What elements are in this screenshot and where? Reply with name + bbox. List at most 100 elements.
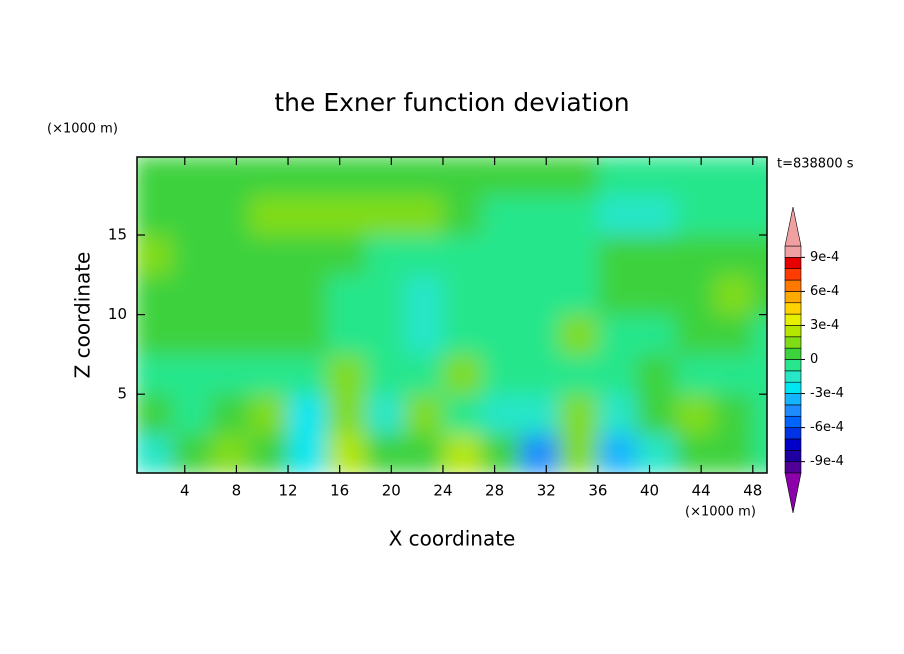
field-cell: [171, 394, 212, 435]
field-cell: [481, 235, 521, 276]
field-cell: [210, 433, 250, 473]
field-cell: [326, 394, 367, 435]
colorbar-extend-top: [784, 206, 802, 247]
field-cell: [520, 157, 560, 196]
field-cell: [137, 195, 173, 236]
field-cell: [249, 314, 289, 355]
colorbar-box: [784, 325, 802, 338]
x-tick-label: 12: [278, 482, 297, 500]
field-cell: [675, 394, 715, 435]
field-cell: [481, 433, 521, 473]
field-cell: [752, 274, 767, 316]
x-tick-label: 16: [330, 482, 349, 500]
field-cell: [137, 235, 173, 276]
colorbar-tick-label: -9e-4: [810, 454, 844, 469]
colorbar-box: [784, 257, 802, 270]
field-cell: [210, 274, 250, 316]
field-cell: [520, 195, 560, 236]
field-cell: [442, 354, 483, 395]
colorbar-box: [784, 427, 802, 440]
field-cell: [365, 394, 405, 435]
time-label: t=838800 s: [777, 157, 854, 172]
field-cell: [365, 195, 405, 236]
contour-cells: [137, 157, 767, 473]
field-cell: [137, 433, 173, 473]
colorbar-box: [784, 415, 802, 428]
field-cell: [481, 354, 521, 395]
field-cell: [137, 314, 173, 355]
field-cell: [481, 394, 521, 435]
colorbar-box: [784, 291, 802, 304]
field-cell: [442, 157, 483, 196]
field-cell: [210, 354, 250, 395]
field-cell: [481, 195, 521, 236]
field-cell: [597, 314, 638, 355]
field-cell: [481, 274, 521, 316]
field-cell: [520, 314, 560, 355]
field-cell: [714, 433, 754, 473]
colorbar-tick-label: 0: [810, 352, 818, 367]
field-cell: [675, 274, 715, 316]
field-cell: [210, 235, 250, 276]
field-cell: [326, 235, 367, 276]
field-cell: [137, 354, 173, 395]
field-cell: [442, 314, 483, 355]
x-tick-label: 44: [692, 482, 711, 500]
field-cell: [752, 235, 767, 276]
field-cell: [288, 314, 328, 355]
colorbar-box: [784, 404, 802, 417]
field-cell: [171, 157, 212, 196]
chart-title: the Exner function deviation: [274, 88, 629, 117]
colorbar-box: [784, 381, 802, 394]
field-cell: [210, 314, 250, 355]
field-cell: [442, 195, 483, 236]
field-cell: [636, 314, 676, 355]
field-cell: [714, 394, 754, 435]
y-tick-label: 10: [108, 305, 127, 323]
field-cell: [636, 157, 676, 196]
field-cell: [171, 274, 212, 316]
field-cell: [288, 157, 328, 196]
field-cell: [210, 195, 250, 236]
field-cell: [365, 354, 405, 395]
x-tick-label: 48: [743, 482, 762, 500]
field-cell: [559, 314, 599, 355]
field-cell: [559, 274, 599, 316]
field-cell: [404, 195, 444, 236]
colorbar-extend-bottom: [784, 472, 802, 514]
field-cell: [288, 433, 328, 473]
field-cell: [365, 274, 405, 316]
field-cell: [597, 274, 638, 316]
field-cell: [559, 195, 599, 236]
field-cell: [752, 394, 767, 435]
field-cell: [404, 274, 444, 316]
field-cell: [714, 195, 754, 236]
field-cell: [249, 433, 289, 473]
y-tick-label: 15: [108, 226, 127, 244]
colorbar-tick-label: -6e-4: [810, 420, 844, 435]
field-cell: [249, 394, 289, 435]
field-cell: [636, 274, 676, 316]
colorbar-box: [784, 347, 802, 360]
field-cell: [326, 354, 367, 395]
colorbar-box: [784, 438, 802, 451]
field-cell: [442, 235, 483, 276]
y-axis-title: Z coordinate: [71, 252, 95, 379]
field-cell: [597, 157, 638, 196]
field-cell: [714, 235, 754, 276]
contour-field: [137, 157, 767, 473]
field-cell: [636, 235, 676, 276]
field-cell: [137, 394, 173, 435]
field-cell: [249, 157, 289, 196]
field-cell: [326, 157, 367, 196]
field-cell: [365, 235, 405, 276]
x-tick-label: 24: [433, 482, 452, 500]
field-cell: [675, 314, 715, 355]
field-cell: [675, 354, 715, 395]
field-cell: [559, 235, 599, 276]
field-cell: [675, 235, 715, 276]
field-cell: [597, 235, 638, 276]
field-cell: [171, 433, 212, 473]
